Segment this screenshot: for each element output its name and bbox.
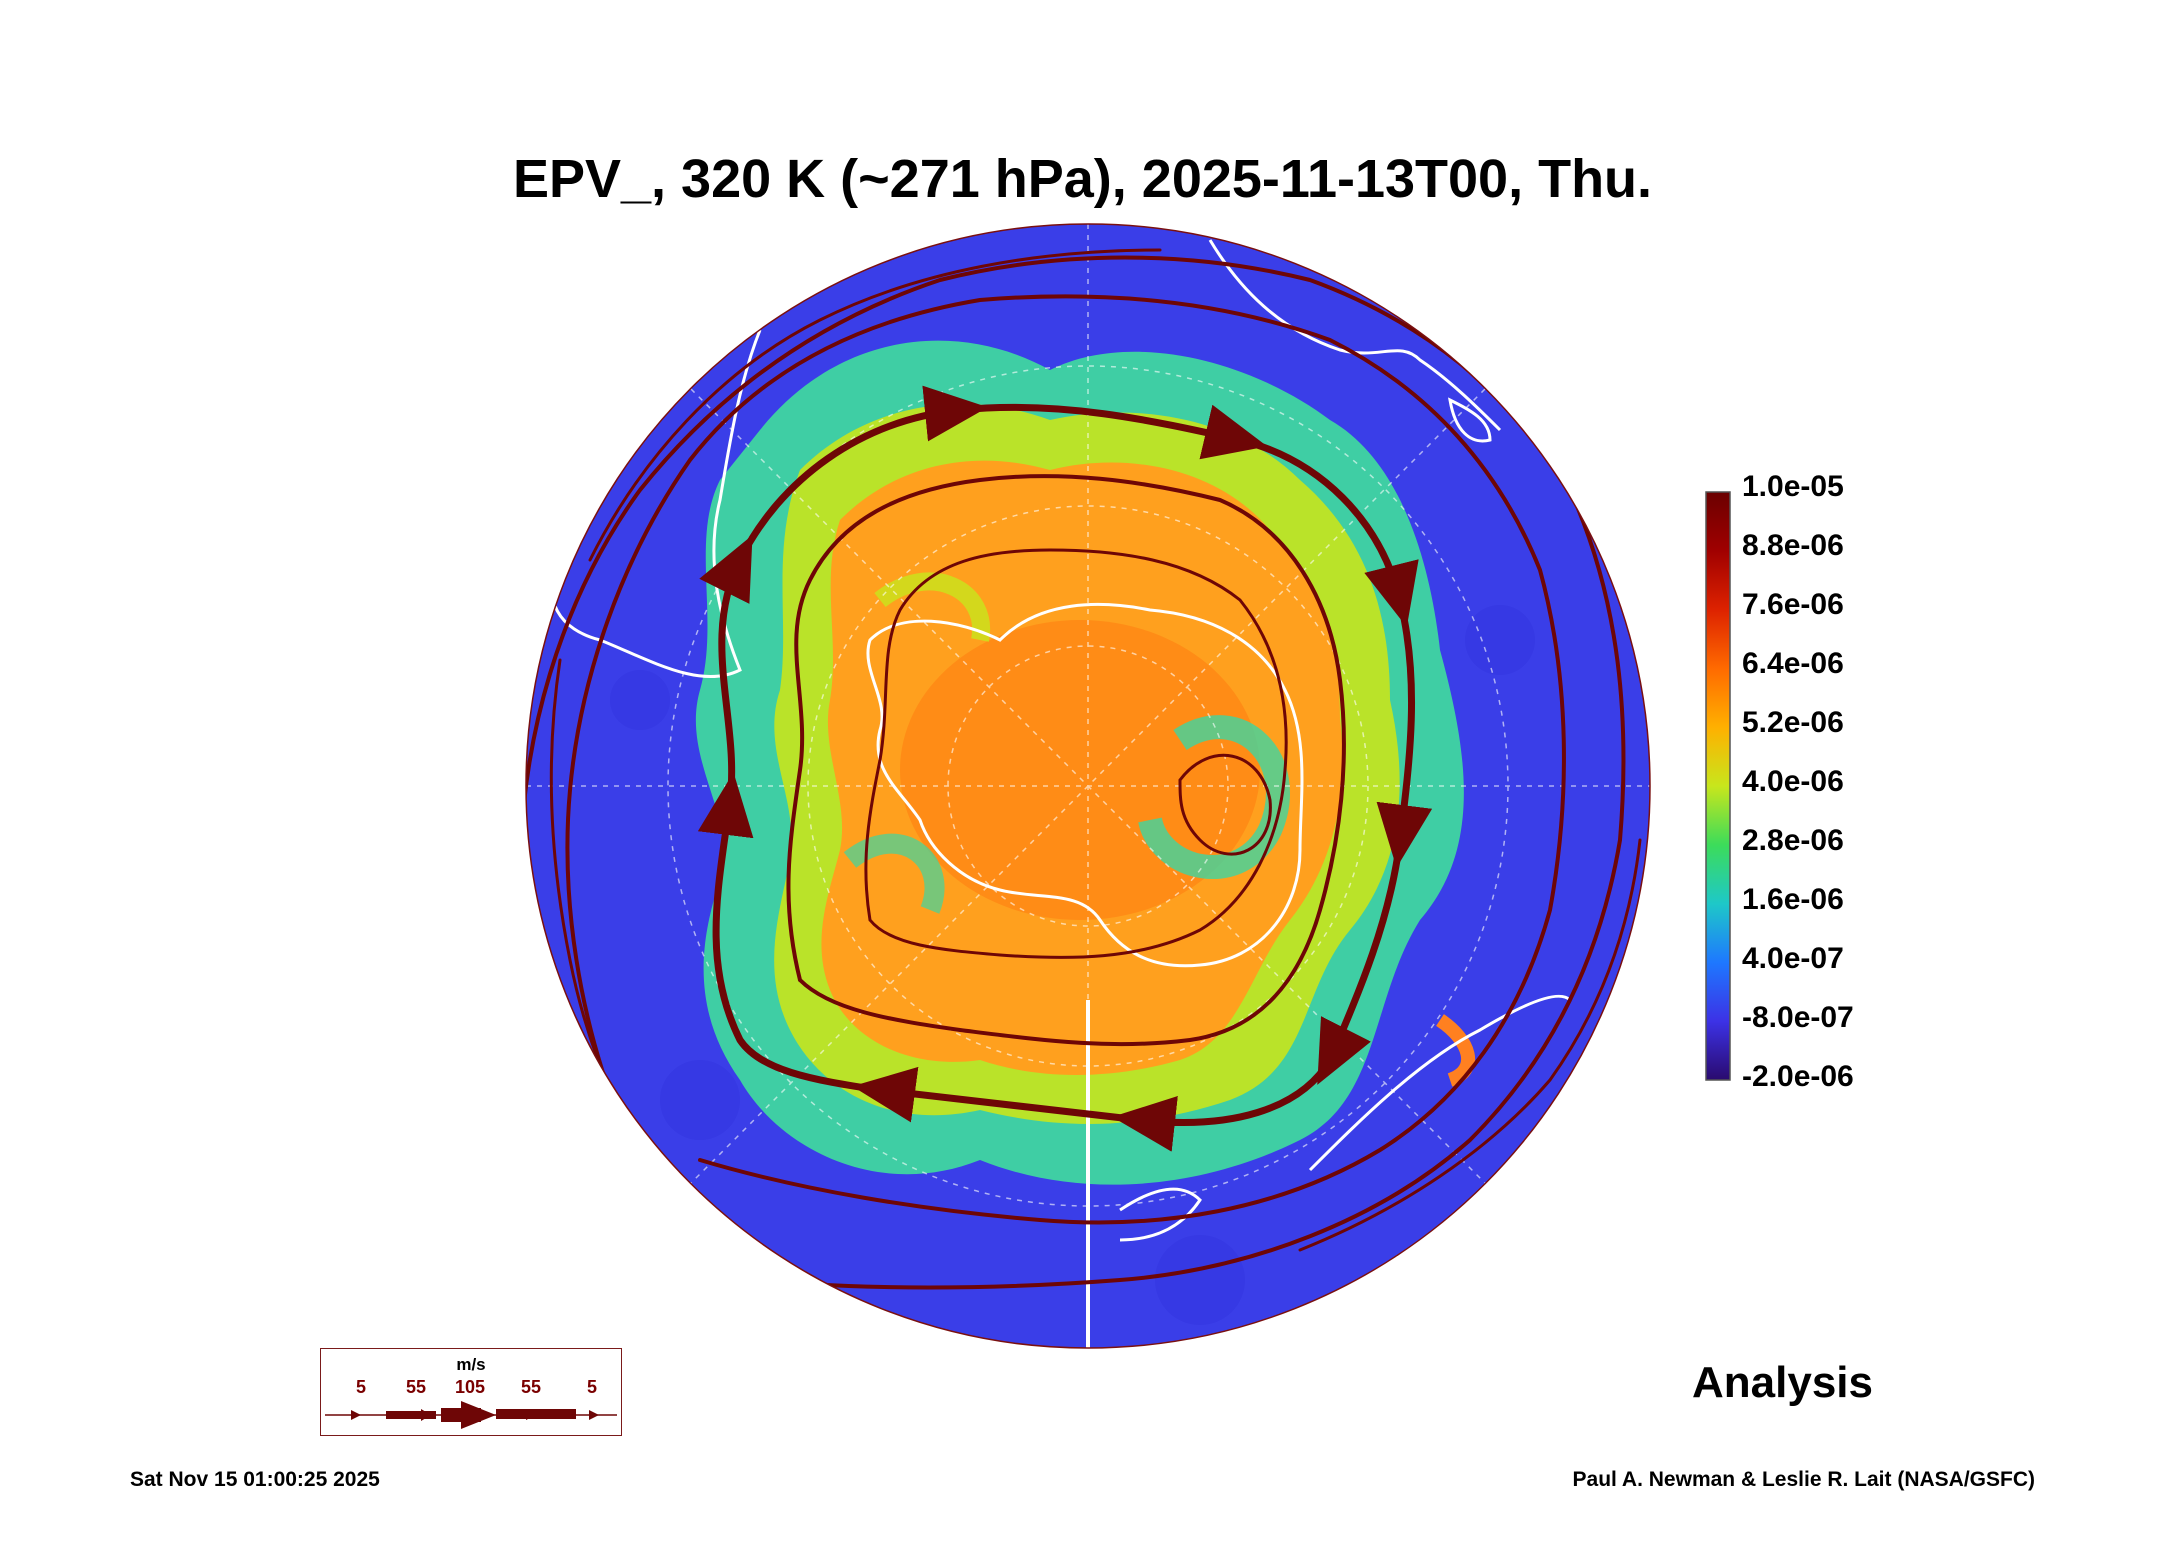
analysis-label: Analysis xyxy=(1692,1358,1873,1407)
colorbar-label: 4.0e-06 xyxy=(1742,765,1844,798)
legend-speed: 55 xyxy=(406,1377,427,1397)
legend-speed: 5 xyxy=(356,1377,367,1397)
colorbar xyxy=(1705,491,1731,1081)
streamline xyxy=(697,385,1433,1152)
streamline xyxy=(786,474,1346,1047)
legend-speed: 5 xyxy=(587,1377,598,1397)
map-title: EPV_, 320 K (~271 hPa), 2025-11-13T00, T… xyxy=(512,149,1653,209)
island-coast xyxy=(1448,397,1492,443)
colorbar-label: -8.0e-07 xyxy=(1742,1001,1854,1034)
streamline xyxy=(526,255,1626,1290)
colorbar-label: 6.4e-06 xyxy=(1742,647,1844,680)
colorbar-label: 1.0e-05 xyxy=(1742,470,1844,503)
generation-timestamp: Sat Nov 15 01:00:25 2025 xyxy=(130,1468,380,1491)
legend-unit: m/s xyxy=(456,1355,486,1374)
colorbar-label: 7.6e-06 xyxy=(1742,588,1844,621)
streamline xyxy=(588,248,1162,562)
streamline xyxy=(565,294,1566,1225)
legend-arrow xyxy=(325,1401,617,1429)
colorbar-label: 1.6e-06 xyxy=(1742,883,1844,916)
legend-speed: 55 xyxy=(521,1377,542,1397)
wind-speed-legend: m/s 5 55 105 55 5 xyxy=(320,1348,622,1436)
colorbar-label: 4.0e-07 xyxy=(1742,942,1844,975)
colorbar-label: 2.8e-06 xyxy=(1742,824,1844,857)
legend-speed: 105 xyxy=(455,1377,486,1397)
new-zealand-coast xyxy=(1119,1187,1202,1242)
colorbar-label: 5.2e-06 xyxy=(1742,706,1844,739)
streamlines xyxy=(526,248,1642,1290)
streamline xyxy=(864,548,1288,959)
africa-coast xyxy=(1208,239,1502,432)
credit-line: Paul A. Newman & Leslie R. Lait (NASA/GS… xyxy=(1572,1468,2035,1491)
colorbar-label: 8.8e-06 xyxy=(1742,529,1844,562)
streamline xyxy=(1298,838,1642,1252)
colorbar-label: -2.0e-06 xyxy=(1742,1060,1854,1093)
streamline xyxy=(1178,753,1272,856)
